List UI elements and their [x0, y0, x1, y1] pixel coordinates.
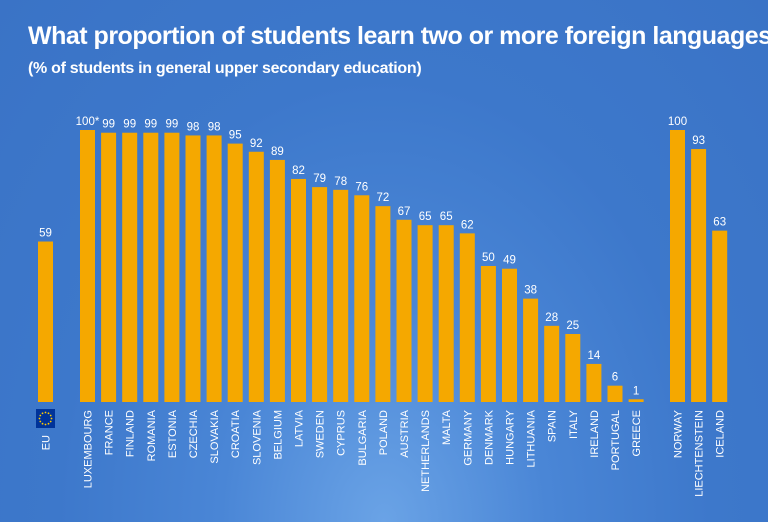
category-label-belgium: BELGIUM [272, 410, 284, 460]
bar-austria [396, 219, 412, 402]
bar-poland [375, 206, 391, 402]
bar-cyprus [333, 189, 349, 402]
bar-slovenia [248, 151, 264, 402]
bar-croatia [227, 143, 243, 402]
value-label-bulgaria: 76 [355, 181, 368, 193]
value-label-poland: 72 [377, 192, 390, 204]
value-label-germany: 62 [461, 219, 474, 231]
category-label-netherlands: NETHERLANDS [420, 410, 432, 492]
category-label-bulgaria: BULGARIA [357, 409, 369, 465]
value-label-portugal: 6 [612, 372, 618, 384]
value-label-slovenia: 92 [250, 138, 263, 150]
value-label-luxembourg: 100* [76, 116, 100, 128]
value-label-malta: 65 [440, 211, 453, 223]
bar-sweden [312, 187, 328, 402]
value-label-slovakia: 98 [208, 121, 221, 133]
bar-france [101, 132, 117, 402]
category-label-poland: POLAND [378, 410, 390, 455]
value-label-croatia: 95 [229, 130, 242, 142]
bar-ireland [586, 363, 602, 402]
bar-czechia [185, 135, 201, 402]
category-label-eu: EU [41, 435, 53, 450]
chart-title: What proportion of students learn two or… [28, 22, 768, 50]
bar-slovakia [206, 135, 222, 402]
category-label-greece: GREECE [631, 410, 643, 456]
bar-romania [143, 132, 159, 402]
value-label-hungary: 49 [503, 255, 516, 267]
category-label-slovakia: SLOVAKIA [209, 409, 221, 463]
bar-liechtenstein [691, 149, 707, 402]
value-label-italy: 25 [566, 320, 579, 332]
value-label-czechia: 98 [187, 121, 200, 133]
value-label-eu: 59 [39, 228, 52, 240]
category-label-iceland: ICELAND [715, 410, 727, 458]
category-label-latvia: LATVIA [294, 409, 306, 447]
value-label-liechtenstein: 93 [692, 135, 705, 147]
value-label-norway: 100 [668, 116, 687, 128]
bar-italy [565, 334, 581, 402]
category-label-slovenia: SLOVENIA [251, 409, 263, 465]
category-label-luxembourg: LUXEMBOURG [83, 410, 95, 488]
value-label-france: 99 [102, 119, 115, 131]
category-label-denmark: DENMARK [483, 409, 495, 465]
bar-germany [459, 233, 475, 402]
category-label-ireland: IRELAND [589, 410, 601, 458]
value-label-ireland: 14 [588, 350, 601, 362]
value-label-romania: 99 [144, 119, 157, 131]
bar-latvia [291, 178, 306, 402]
value-label-denmark: 50 [482, 252, 495, 264]
bar-portugal [607, 385, 623, 402]
value-label-austria: 67 [398, 206, 411, 218]
value-label-iceland: 63 [713, 217, 726, 229]
bar-belgium [269, 159, 285, 402]
bar-luxembourg [80, 130, 95, 402]
bar-spain [544, 325, 560, 402]
bar-greece [628, 399, 644, 402]
bar-eu [38, 241, 53, 402]
eu-flag-icon [36, 409, 55, 428]
value-label-lithuania: 38 [524, 285, 537, 297]
category-label-italy: ITALY [568, 409, 580, 439]
category-label-portugal: PORTUGAL [610, 410, 622, 470]
chart-subtitle: (% of students in general upper secondar… [28, 60, 422, 77]
bar-netherlands [417, 225, 433, 402]
value-label-sweden: 79 [313, 173, 326, 185]
value-label-finland: 99 [123, 119, 136, 131]
category-label-cyprus: CYPRUS [336, 410, 348, 456]
bar-bulgaria [354, 195, 370, 402]
bar-finland [122, 132, 138, 402]
value-label-spain: 28 [545, 312, 558, 324]
category-label-finland: FINLAND [125, 410, 137, 457]
category-label-liechtenstein: LIECHTENSTEIN [694, 410, 706, 497]
category-label-spain: SPAIN [547, 410, 559, 442]
bar-iceland [712, 230, 728, 402]
category-label-malta: MALTA [441, 409, 453, 445]
bar-lithuania [523, 298, 539, 402]
value-label-netherlands: 65 [419, 211, 432, 223]
bar-malta [438, 225, 454, 402]
category-label-estonia: ESTONIA [167, 409, 179, 458]
value-label-latvia: 82 [292, 165, 305, 177]
category-label-france: FRANCE [104, 410, 116, 455]
value-label-greece: 1 [633, 385, 639, 397]
category-label-romania: ROMANIA [146, 409, 158, 461]
category-label-sweden: SWEDEN [315, 410, 327, 458]
category-label-norway: NORWAY [673, 409, 685, 458]
category-label-hungary: HUNGARY [505, 409, 517, 464]
bar-hungary [502, 268, 517, 402]
bar-denmark [480, 266, 496, 402]
category-label-germany: GERMANY [462, 409, 474, 465]
value-label-belgium: 89 [271, 146, 284, 158]
value-label-estonia: 99 [166, 119, 179, 131]
category-label-croatia: CROATIA [230, 409, 242, 458]
value-label-cyprus: 78 [334, 176, 347, 188]
bar-estonia [164, 132, 180, 402]
category-label-lithuania: LITHUANIA [526, 409, 538, 467]
category-label-austria: AUSTRIA [399, 409, 411, 457]
bar-norway [670, 130, 685, 402]
category-label-czechia: CZECHIA [188, 409, 200, 458]
